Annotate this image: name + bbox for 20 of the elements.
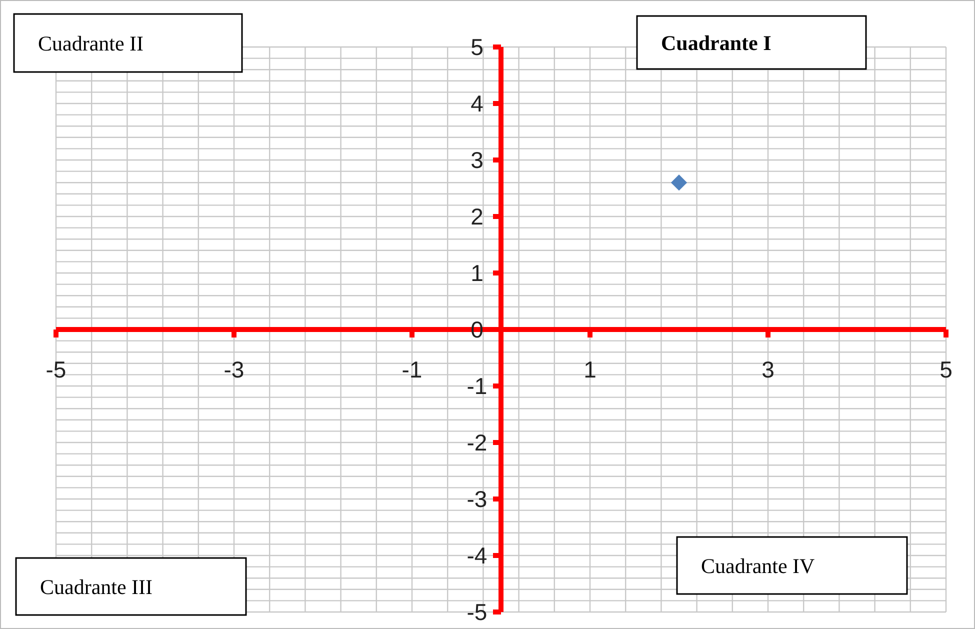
x-tick-label: 3 [762,356,774,382]
y-tick-label: 5 [470,34,484,60]
y-tick-label: 3 [470,147,484,174]
annotation: Cuadrante IV [701,554,815,578]
y-tick-label: 2 [470,204,484,230]
y-tick-label: -2 [466,430,488,456]
x-tick-label: -5 [46,356,66,382]
y-tick-label: 4 [470,90,484,117]
y-tick-label: -5 [466,599,488,626]
y-tick-label: 1 [470,260,484,286]
annotation: Cuadrante III [40,574,153,599]
annotation: Cuadrante II [38,31,144,56]
y-tick-label: -3 [466,486,488,512]
y-tick-label: -1 [466,373,488,400]
x-tick-label: 1 [584,356,596,382]
x-tick-label: -3 [224,356,244,382]
annotation: Cuadrante I [661,30,772,55]
x-tick-label: 5 [940,356,952,382]
x-tick-label: -1 [402,356,422,382]
y-tick-label: -4 [466,542,488,569]
